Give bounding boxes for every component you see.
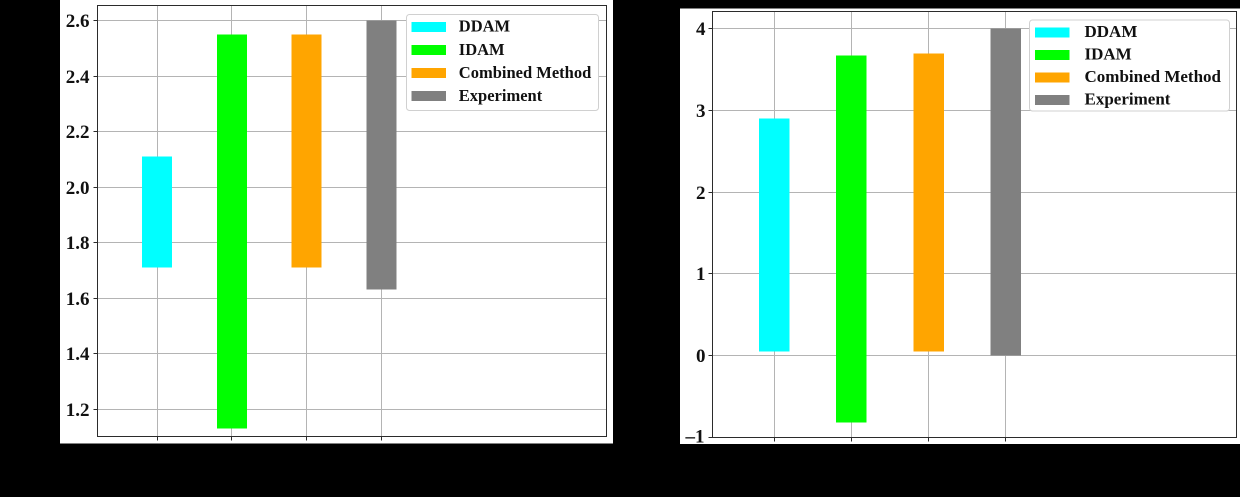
- svg-text:Combined Method: Combined Method: [1085, 67, 1222, 86]
- svg-text:2.6: 2.6: [66, 11, 90, 32]
- svg-text:1.8: 1.8: [66, 233, 90, 254]
- svg-text:1.4: 1.4: [66, 344, 90, 365]
- svg-text:1: 1: [696, 264, 706, 285]
- svg-text:4: 4: [696, 19, 706, 40]
- svg-text:DDAM: DDAM: [1085, 22, 1138, 41]
- svg-text:1.6: 1.6: [66, 289, 90, 310]
- svg-text:3: 3: [696, 101, 706, 122]
- svg-text:Experiment: Experiment: [1085, 89, 1171, 108]
- svg-text:2.2: 2.2: [66, 122, 90, 143]
- svg-text:1.2: 1.2: [66, 400, 90, 421]
- svg-text:0: 0: [696, 346, 706, 367]
- svg-text:2.0: 2.0: [66, 178, 90, 199]
- svg-text:Experiment: Experiment: [459, 86, 543, 105]
- svg-text:IDAM: IDAM: [459, 40, 505, 59]
- svg-text:2.4: 2.4: [66, 67, 90, 88]
- svg-text:DDAM: DDAM: [459, 17, 511, 36]
- svg-text:IDAM: IDAM: [1085, 45, 1132, 64]
- svg-text:–1: –1: [685, 427, 705, 448]
- svg-text:Combined Method: Combined Method: [459, 63, 591, 82]
- svg-text:2: 2: [696, 183, 706, 204]
